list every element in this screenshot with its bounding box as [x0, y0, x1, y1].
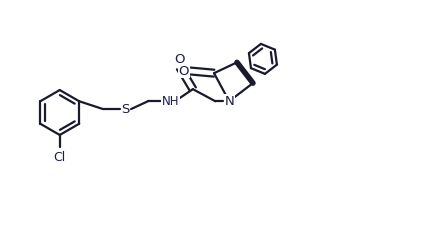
Text: NH: NH: [161, 95, 179, 108]
Text: Cl: Cl: [53, 151, 66, 164]
Text: O: O: [178, 65, 189, 77]
Text: O: O: [174, 53, 185, 66]
Text: S: S: [121, 103, 129, 116]
Text: N: N: [224, 95, 233, 108]
